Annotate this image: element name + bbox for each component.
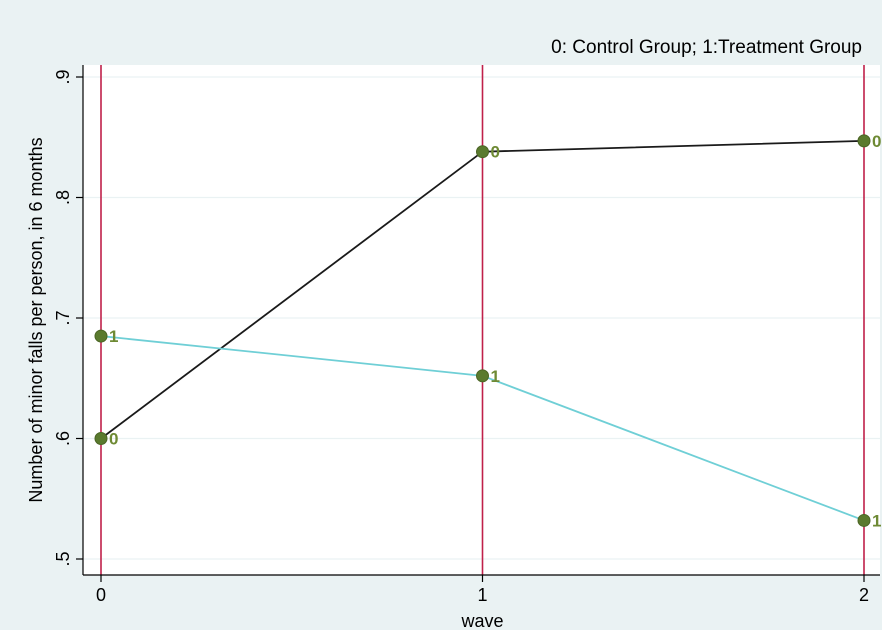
- data-point: [94, 432, 108, 445]
- y-tick-label: .9: [53, 69, 73, 84]
- x-tick-label: 2: [859, 585, 869, 605]
- chart-note: 0: Control Group; 1:Treatment Group: [551, 37, 862, 58]
- x-tick-label: 0: [96, 585, 106, 605]
- data-point: [857, 513, 871, 527]
- marker-label: 0: [491, 143, 500, 162]
- marker-label: 1: [491, 367, 500, 386]
- y-tick-label: .5: [53, 551, 73, 566]
- axes: .5 .6 .7 .8 .9 0 1 2: [53, 65, 880, 605]
- marker-label: 0: [109, 430, 118, 449]
- plot-area: [83, 65, 880, 575]
- y-axis-label: Number of minor falls per person, in 6 m…: [26, 137, 46, 502]
- data-point: [476, 145, 489, 159]
- y-tick-label: .8: [53, 190, 73, 205]
- data-point: [476, 369, 489, 383]
- gridlines: [83, 76, 880, 560]
- y-tick-label: .7: [53, 310, 73, 325]
- data-point: [94, 329, 108, 343]
- series-group: 0 0 0 1 1 1: [94, 132, 881, 530]
- marker-label: 1: [109, 327, 118, 346]
- data-point: [857, 134, 871, 148]
- marker-label: 1: [872, 511, 881, 530]
- y-tick-label: .6: [53, 431, 73, 446]
- x-axis-label: wave: [460, 611, 503, 630]
- marker-label: 0: [872, 132, 881, 151]
- x-tick-label: 1: [477, 585, 487, 605]
